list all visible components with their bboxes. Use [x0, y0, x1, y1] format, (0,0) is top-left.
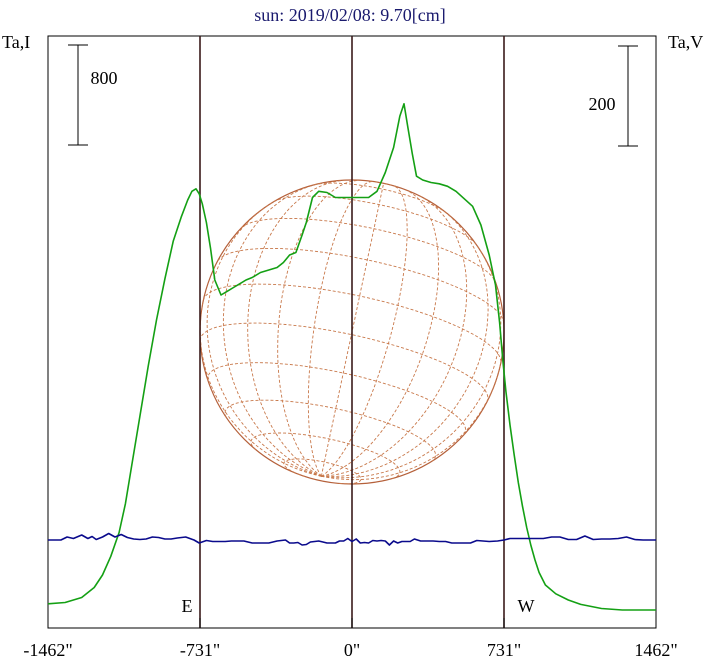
- latitude-line: [202, 283, 502, 364]
- latitude-line: [199, 322, 489, 402]
- longitude-line: [321, 185, 408, 477]
- longitude-line: [321, 363, 502, 481]
- x-axis-ticks: -1462" -731" 0" 731" 1462": [23, 618, 678, 660]
- longitude-line: [321, 207, 489, 478]
- x-tick-label: -1462": [23, 640, 72, 660]
- x-tick-label: 1462": [634, 640, 677, 660]
- scale-bar-label: 200: [589, 94, 616, 114]
- longitude-line: [321, 195, 468, 477]
- scale-bar-label: 800: [91, 68, 118, 88]
- scale-bars: 800 200: [68, 44, 638, 147]
- limb-lines: [199, 36, 505, 628]
- longitude-line: [247, 179, 345, 477]
- series-line-i: [47, 103, 656, 611]
- latitude-line: [314, 182, 447, 214]
- longitude-line: [320, 183, 385, 477]
- series-lines: [47, 103, 656, 611]
- limb-marker-label: W: [518, 596, 535, 616]
- x-tick-label: -731": [180, 640, 220, 660]
- x-tick-label: 0": [344, 640, 360, 660]
- longitude-line: [321, 189, 440, 477]
- series-line-v: [48, 532, 656, 546]
- latitude-line: [224, 399, 437, 462]
- x-tick-label: 731": [487, 640, 521, 660]
- limb-marker-label: E: [182, 596, 193, 616]
- latitude-line: [217, 247, 504, 322]
- longitude-line: [222, 182, 323, 477]
- right-axis-label: Ta,V: [668, 32, 703, 52]
- latitude-line: [250, 432, 401, 480]
- longitude-line: [277, 179, 361, 477]
- latitude-line: [207, 362, 467, 435]
- chart-title: sun: 2019/02/08: 9.70[cm]: [254, 5, 446, 25]
- latitude-line: [273, 195, 477, 246]
- solar-disk: [199, 179, 505, 485]
- longitude-line: [321, 244, 502, 479]
- longitude-line: [206, 201, 322, 477]
- latitude-line: [283, 458, 362, 485]
- longitude-line: [307, 181, 374, 477]
- longitude-line: [199, 300, 322, 477]
- latitude-line: [240, 217, 496, 283]
- left-axis-label: Ta,I: [2, 32, 30, 52]
